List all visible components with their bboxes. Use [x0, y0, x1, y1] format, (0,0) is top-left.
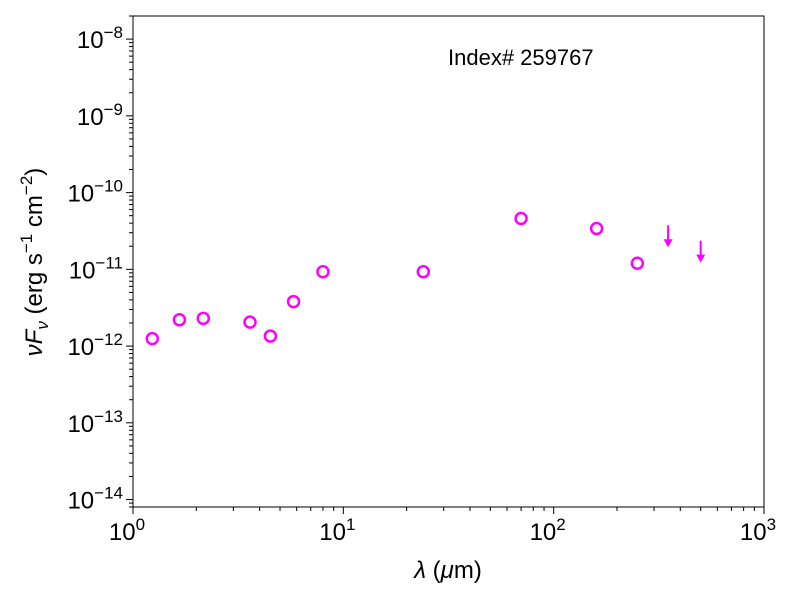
data-point: [514, 211, 528, 226]
x-tick-label: 100: [109, 515, 145, 546]
data-point: [286, 294, 301, 309]
data-point: [145, 331, 160, 346]
data-point: [243, 315, 257, 329]
data-point: [172, 313, 187, 327]
y-tick-label: 10−8: [77, 23, 123, 54]
index-annotation: Index# 259767: [448, 45, 594, 70]
data-point: [589, 221, 604, 236]
y-tick-label: 10−9: [77, 100, 123, 131]
y-tick-label: 10−10: [67, 177, 123, 208]
data-marks: [145, 211, 706, 346]
y-tick-label: 10−12: [67, 330, 123, 361]
data-point: [630, 256, 645, 271]
y-axis-label: νFν (erg s−1 cm−2): [17, 168, 52, 357]
y-tick-label: 10−14: [67, 484, 123, 515]
x-tick-label: 103: [740, 515, 776, 546]
axis-ticks: 100 101 102 103 10−14 10−13 10−12 10−11 10−10 10−…: [67, 15, 776, 546]
x-tick-label: 102: [530, 515, 566, 546]
data-point: [196, 311, 211, 326]
upper-limit-arrow: [696, 240, 706, 263]
upper-limit-arrow: [663, 225, 673, 248]
y-tick-label: 10−13: [67, 407, 123, 438]
data-point: [263, 329, 278, 343]
plot-frame: [132, 15, 765, 508]
data-point: [316, 265, 330, 279]
y-tick-label: 10−11: [69, 253, 123, 284]
x-axis-label: λ (μm): [412, 557, 482, 584]
data-point: [416, 265, 431, 279]
x-tick-label: 101: [319, 515, 355, 546]
